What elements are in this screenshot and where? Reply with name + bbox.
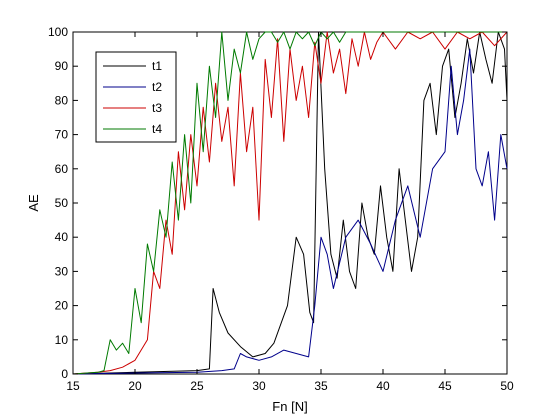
ticks-layer: 15 20 25 30 35 40 45 50 0 10 20 30 40 50 60 70 80 90 100 bbox=[48, 25, 514, 393]
legend-label-t4: t4 bbox=[152, 122, 162, 136]
legend-label-t3: t3 bbox=[152, 101, 162, 115]
x-tick-label: 30 bbox=[252, 379, 266, 393]
y-tick-label: 50 bbox=[55, 196, 69, 210]
x-tick-label: 40 bbox=[376, 379, 390, 393]
y-tick-label: 70 bbox=[55, 128, 69, 142]
y-tick-label: 10 bbox=[55, 333, 69, 347]
x-tick-label: 20 bbox=[128, 379, 142, 393]
y-axis-label: AE bbox=[26, 194, 41, 212]
legend: t1 t2 t3 t4 bbox=[95, 51, 177, 143]
series-layer bbox=[72, 31, 508, 375]
series-line-t3 bbox=[72, 31, 508, 375]
series-line-t2 bbox=[72, 48, 508, 375]
y-tick-label: 20 bbox=[55, 299, 69, 313]
x-axis-label: Fn [N] bbox=[272, 399, 307, 414]
y-tick-label: 90 bbox=[55, 59, 69, 73]
x-tick-label: 45 bbox=[438, 379, 452, 393]
series-line-t1 bbox=[72, 31, 508, 375]
y-tick-label: 60 bbox=[55, 162, 69, 176]
legend-box bbox=[95, 51, 177, 143]
x-tick-label: 50 bbox=[500, 379, 514, 393]
legend-label-t1: t1 bbox=[152, 59, 162, 73]
x-tick-label: 35 bbox=[314, 379, 328, 393]
series-line-t4 bbox=[72, 31, 507, 375]
legend-label-t2: t2 bbox=[152, 80, 162, 94]
y-tick-label: 30 bbox=[55, 264, 69, 278]
y-tick-label: 40 bbox=[55, 230, 69, 244]
x-tick-label: 15 bbox=[66, 379, 80, 393]
y-tick-label: 80 bbox=[55, 93, 69, 107]
y-tick-label: 0 bbox=[61, 367, 68, 381]
y-tick-label: 100 bbox=[48, 25, 68, 39]
x-tick-label: 25 bbox=[190, 379, 204, 393]
